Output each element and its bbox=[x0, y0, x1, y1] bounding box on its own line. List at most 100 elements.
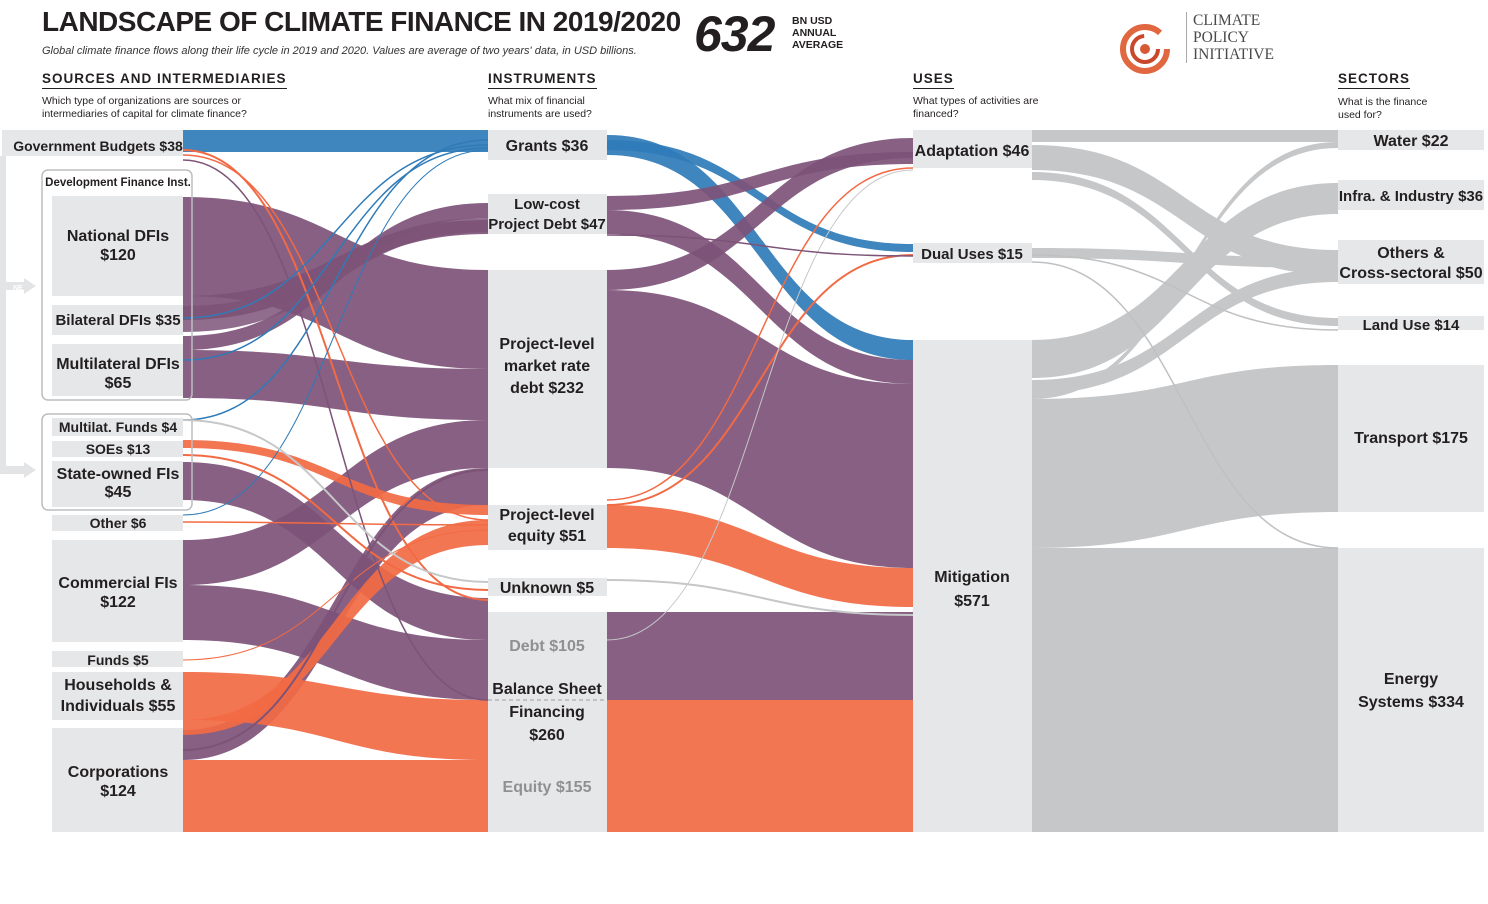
flow-lowcost-mitig bbox=[607, 210, 913, 384]
ne-badge-line: NE bbox=[13, 285, 23, 292]
label-funds-line: Funds $5 bbox=[87, 652, 149, 668]
label-energy-line: Energy bbox=[1384, 671, 1438, 688]
node-unknown bbox=[488, 578, 607, 596]
flow-grants-mitig bbox=[607, 135, 913, 360]
flow-mitig-water bbox=[1032, 142, 1338, 399]
label-unknown: Unknown $5 bbox=[500, 580, 594, 597]
label-multilateral-funds: Multilat. Funds $4 bbox=[59, 419, 177, 435]
flow-mktdebt-mitig bbox=[607, 290, 913, 568]
column-title-instruments: INSTRUMENTS bbox=[488, 71, 597, 89]
label-bsf-equity-line: Equity $155 bbox=[503, 779, 592, 796]
label-national-dfis-line: $120 bbox=[100, 247, 136, 264]
total-unit: BN USD ANNUAL AVERAGE bbox=[792, 15, 844, 51]
label-state-owned-fis-line: State-owned FIs bbox=[57, 466, 180, 483]
flow-comm-mktdebt bbox=[183, 420, 488, 585]
flow-corp-mkt-line bbox=[182, 469, 489, 751]
flow-adapt-land bbox=[1032, 172, 1338, 326]
ne-badge-line: NE bbox=[13, 461, 23, 468]
label-balance-sheet: Balance Sheet Financing $260 bbox=[492, 681, 602, 744]
label-adaptation-line: Adaptation $46 bbox=[915, 143, 1030, 160]
label-mitigation: Mitigation $571 bbox=[934, 569, 1010, 610]
column-title-sources: SOURCES AND INTERMEDIARIES bbox=[42, 71, 287, 89]
flow-mktdebt-adapt bbox=[607, 138, 913, 290]
label-grants-line: Grants $36 bbox=[506, 138, 589, 155]
node-others-cross bbox=[1338, 240, 1484, 284]
flow-dual-others bbox=[1032, 248, 1338, 268]
label-infra-industry: Infra. & Industry $36 bbox=[1339, 188, 1483, 205]
flow-unknown-mitig-line bbox=[606, 579, 914, 616]
flow-equity-adapt-line bbox=[606, 167, 914, 501]
label-government-budgets-line: Government Budgets $38 bbox=[13, 138, 183, 154]
ne-arrow-icon bbox=[24, 462, 36, 478]
column-question-sectors: What is the finance used for? bbox=[1338, 96, 1428, 121]
node-layer bbox=[0, 130, 1484, 832]
label-other: Other $6 bbox=[90, 515, 147, 531]
column-question-uses: What types of activities are financed? bbox=[913, 95, 1039, 120]
flow-gov-debt-line bbox=[182, 159, 489, 701]
label-balance-sheet-line: Financing bbox=[509, 704, 585, 721]
label-households-line: Households & bbox=[64, 677, 172, 694]
column-question-sources: Which type of organizations are sources … bbox=[42, 95, 247, 120]
flow-dual-land-line bbox=[1031, 254, 1339, 331]
flow-grants-dual bbox=[607, 140, 913, 252]
flow-gov-grants bbox=[183, 130, 488, 152]
label-other-line: Other $6 bbox=[90, 515, 147, 531]
label-commercial-fis-line: $122 bbox=[100, 594, 136, 611]
label-others-cross: Others & Cross-sectoral $50 bbox=[1339, 245, 1482, 282]
label-bilateral-dfis-line: Bilateral DFIs $35 bbox=[55, 312, 180, 329]
ne-connector bbox=[0, 156, 24, 474]
label-market-rate-debt-line: Project-level bbox=[499, 336, 594, 353]
node-multilateral-dfis bbox=[52, 344, 183, 396]
label-layer: Government Budgets $38 Development Financ… bbox=[13, 133, 1483, 800]
label-balance-sheet-line: $260 bbox=[529, 727, 565, 744]
label-mitigation-line: Mitigation bbox=[934, 569, 1010, 586]
node-market-rate-debt bbox=[488, 270, 607, 468]
flow-bdfi-lowcost bbox=[183, 218, 488, 332]
flow-corp-bsfequity bbox=[183, 760, 488, 832]
label-grants: Grants $36 bbox=[506, 138, 589, 155]
flow-lowcost-dual-line bbox=[606, 234, 914, 257]
flow-house-equity bbox=[183, 520, 488, 735]
label-others-cross-line: Others & bbox=[1377, 245, 1445, 262]
column-title-uses: USES bbox=[913, 71, 954, 89]
flow-mitig-energy bbox=[1032, 548, 1338, 832]
flow-mdfi-mktdebt bbox=[183, 350, 488, 420]
label-households-line: Individuals $55 bbox=[61, 698, 176, 715]
label-dfi-group-line: Development Finance Inst. bbox=[45, 177, 191, 189]
label-government-budgets: Government Budgets $38 bbox=[13, 138, 183, 154]
label-commercial-fis: Commercial FIs $122 bbox=[58, 575, 177, 611]
flow-sofi-bsfdebt bbox=[183, 462, 488, 640]
dfi-group-bracket bbox=[41, 169, 193, 401]
node-low-cost-debt bbox=[488, 194, 607, 234]
node-grants bbox=[488, 130, 607, 160]
label-multilateral-dfis-line: $65 bbox=[105, 375, 132, 392]
flow-bsfequity-mitig bbox=[607, 700, 913, 832]
label-state-owned-fis-line: $45 bbox=[105, 484, 132, 501]
node-balance-sheet bbox=[488, 612, 607, 832]
column-title-sectors: SECTORS bbox=[1338, 71, 1411, 89]
flow-bdfi-grants-line bbox=[182, 144, 489, 319]
flow-soe-bsf-line bbox=[182, 454, 489, 591]
flow-mitig-transport bbox=[1032, 365, 1338, 548]
label-soes: SOEs $13 bbox=[86, 441, 151, 457]
soe-group-bracket bbox=[41, 413, 193, 511]
label-project-equity: Project-level equity $51 bbox=[499, 507, 594, 545]
label-transport: Transport $175 bbox=[1354, 430, 1468, 447]
cpi-circle-logo-icon bbox=[1120, 24, 1170, 74]
flow-bsf-adapt-line bbox=[606, 169, 914, 641]
label-corporations-line: Corporations bbox=[68, 764, 169, 781]
label-funds: Funds $5 bbox=[87, 652, 149, 668]
node-soes bbox=[52, 441, 183, 457]
node-adaptation bbox=[913, 130, 1032, 168]
flow-soe-equity bbox=[183, 440, 488, 515]
flow-gov-equity-line bbox=[182, 154, 489, 521]
label-bsf-equity: Equity $155 bbox=[503, 779, 592, 796]
flow-comm-bsfdebt bbox=[183, 585, 488, 700]
label-dfi-group: Development Finance Inst. bbox=[45, 177, 191, 189]
label-dual-uses-line: Dual Uses $15 bbox=[921, 246, 1023, 263]
ne-badge: NE bbox=[13, 461, 23, 468]
node-land-use bbox=[1338, 316, 1484, 330]
node-mitigation bbox=[913, 340, 1032, 832]
label-water-line: Water $22 bbox=[1374, 133, 1449, 150]
flow-other-equity-line bbox=[182, 521, 489, 526]
